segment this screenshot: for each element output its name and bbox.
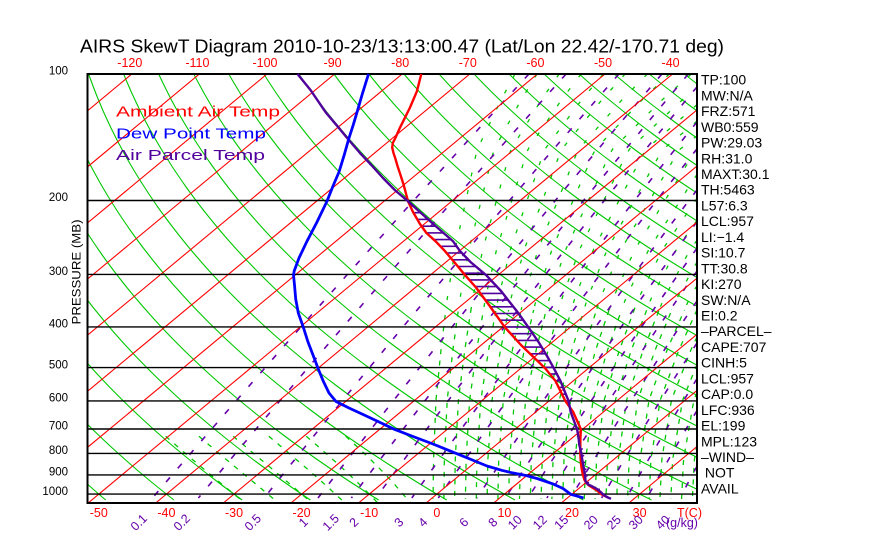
svg-text:CAP:0.0: CAP:0.0 (701, 386, 753, 402)
svg-text:RH:31.0: RH:31.0 (701, 150, 753, 166)
svg-text:TT:30.8: TT:30.8 (701, 260, 748, 276)
svg-text:-60: -60 (526, 56, 544, 70)
svg-text:100: 100 (49, 66, 68, 78)
svg-text:300: 300 (49, 266, 68, 278)
svg-text:MPL:123: MPL:123 (701, 433, 757, 449)
svg-text:AVAIL: AVAIL (701, 480, 739, 496)
svg-text:Ambient Air Temp: Ambient Air Temp (116, 104, 280, 121)
svg-text:-80: -80 (391, 56, 409, 70)
svg-text:200: 200 (49, 192, 68, 204)
svg-text:FRZ:571: FRZ:571 (701, 103, 756, 119)
svg-text:LCL:957: LCL:957 (701, 370, 754, 386)
svg-text:700: 700 (49, 421, 68, 433)
svg-text:LI:−1.4: LI:−1.4 (701, 229, 744, 245)
svg-text:-10: -10 (360, 506, 378, 520)
svg-text:–PARCEL–: –PARCEL– (701, 323, 772, 339)
svg-text:-40: -40 (157, 506, 175, 520)
svg-text:PW:29.03: PW:29.03 (701, 135, 762, 151)
svg-text:Air Parcel Temp: Air Parcel Temp (116, 147, 265, 164)
svg-text:30: 30 (633, 506, 647, 520)
svg-text:-120: -120 (117, 56, 142, 70)
svg-text:-30: -30 (225, 506, 243, 520)
svg-text:AIRS SkewT Diagram 2010-10-23/: AIRS SkewT Diagram 2010-10-23/13:13:00.4… (80, 37, 724, 57)
svg-text:CAPE:707: CAPE:707 (701, 339, 767, 355)
svg-text:KI:270: KI:270 (701, 276, 742, 292)
svg-text:NOT: NOT (701, 465, 735, 481)
svg-text:400: 400 (49, 319, 68, 331)
svg-text:–WIND–: –WIND– (701, 449, 754, 465)
svg-text:-100: -100 (252, 56, 277, 70)
svg-text:LFC:936: LFC:936 (701, 402, 755, 418)
svg-text:900: 900 (49, 467, 68, 479)
svg-text:-50: -50 (90, 506, 108, 520)
svg-text:600: 600 (49, 393, 68, 405)
svg-text:500: 500 (49, 359, 68, 371)
svg-text:10: 10 (497, 506, 511, 520)
svg-text:0: 0 (433, 506, 440, 520)
svg-text:MW:N/A: MW:N/A (701, 87, 754, 103)
svg-text:Dew Point Temp: Dew Point Temp (116, 125, 266, 142)
svg-text:CINH:5: CINH:5 (701, 355, 747, 371)
svg-text:-50: -50 (594, 56, 612, 70)
svg-text:(g/kg): (g/kg) (666, 516, 698, 530)
svg-text:L57:6.3: L57:6.3 (701, 198, 748, 214)
svg-text:-90: -90 (324, 56, 342, 70)
svg-text:-20: -20 (293, 506, 311, 520)
svg-text:SI:10.7: SI:10.7 (701, 245, 746, 261)
svg-text:TP:100: TP:100 (701, 72, 746, 88)
svg-text:SW:N/A: SW:N/A (701, 292, 751, 308)
svg-text:EI:0.2: EI:0.2 (701, 308, 738, 324)
svg-text:MAXT:30.1: MAXT:30.1 (701, 166, 770, 182)
svg-text:EL:199: EL:199 (701, 418, 746, 434)
svg-text:LCL:957: LCL:957 (701, 213, 754, 229)
svg-text:-70: -70 (459, 56, 477, 70)
svg-text:WB0:559: WB0:559 (701, 119, 759, 135)
svg-text:T(C): T(C) (677, 506, 702, 520)
svg-text:800: 800 (49, 445, 68, 457)
svg-text:20: 20 (565, 506, 579, 520)
svg-text:TH:5463: TH:5463 (701, 182, 755, 198)
svg-text:-110: -110 (185, 56, 209, 70)
svg-text:PRESSURE (MB): PRESSURE (MB) (72, 219, 84, 324)
svg-text:1000: 1000 (42, 486, 68, 498)
svg-text:-40: -40 (662, 56, 680, 70)
